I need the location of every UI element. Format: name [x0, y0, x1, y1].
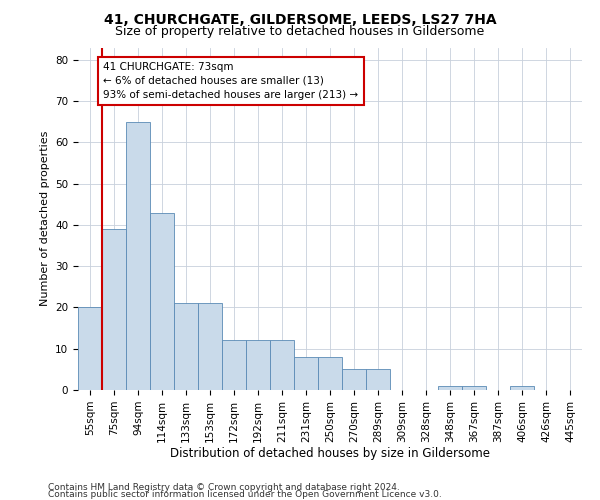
Y-axis label: Number of detached properties: Number of detached properties — [40, 131, 50, 306]
Bar — [222, 340, 246, 390]
Bar — [126, 122, 150, 390]
Bar — [246, 340, 270, 390]
Bar — [294, 357, 318, 390]
Text: 41, CHURCHGATE, GILDERSOME, LEEDS, LS27 7HA: 41, CHURCHGATE, GILDERSOME, LEEDS, LS27 … — [104, 12, 496, 26]
Text: 41 CHURCHGATE: 73sqm
← 6% of detached houses are smaller (13)
93% of semi-detach: 41 CHURCHGATE: 73sqm ← 6% of detached ho… — [103, 62, 358, 100]
Bar — [102, 229, 126, 390]
Bar — [342, 370, 366, 390]
Bar — [150, 212, 174, 390]
Text: Contains public sector information licensed under the Open Government Licence v3: Contains public sector information licen… — [48, 490, 442, 499]
Bar — [270, 340, 294, 390]
Bar — [78, 308, 102, 390]
Bar — [318, 357, 342, 390]
Text: Contains HM Land Registry data © Crown copyright and database right 2024.: Contains HM Land Registry data © Crown c… — [48, 484, 400, 492]
Bar — [366, 370, 390, 390]
Bar — [462, 386, 486, 390]
Bar — [174, 304, 198, 390]
Bar — [198, 304, 222, 390]
Text: Size of property relative to detached houses in Gildersome: Size of property relative to detached ho… — [115, 25, 485, 38]
Bar — [510, 386, 534, 390]
X-axis label: Distribution of detached houses by size in Gildersome: Distribution of detached houses by size … — [170, 448, 490, 460]
Bar — [438, 386, 462, 390]
